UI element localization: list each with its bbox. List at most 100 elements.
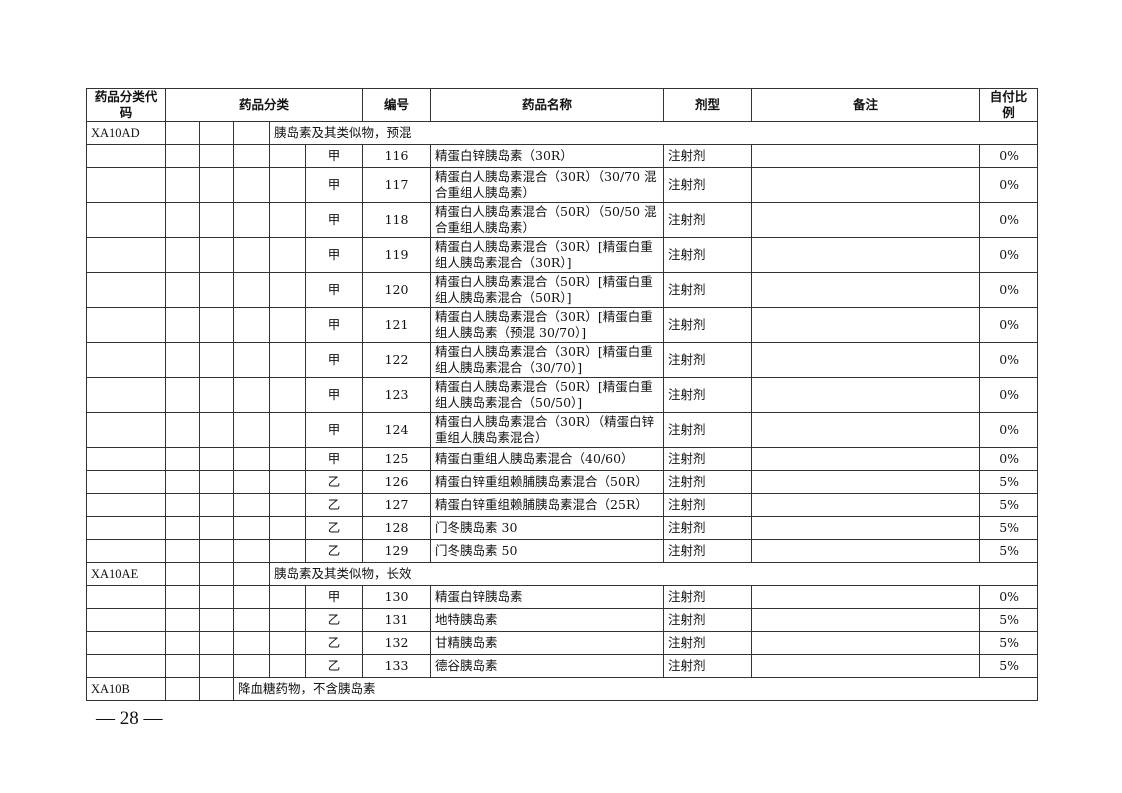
name-cell: 精蛋白人胰岛素混合（30R）[精蛋白重组人胰岛素混合（30R）] xyxy=(430,237,665,273)
empty-cell xyxy=(199,377,234,413)
header-form: 剂型 xyxy=(663,88,753,122)
grade-cell: 甲 xyxy=(304,237,364,273)
empty-cell xyxy=(86,631,166,655)
header-category: 药品分类 xyxy=(164,88,364,122)
note-cell xyxy=(751,516,981,540)
empty-cell xyxy=(199,608,234,632)
empty-cell xyxy=(233,470,270,494)
grade-cell: 乙 xyxy=(304,608,364,632)
empty-cell xyxy=(86,272,166,308)
form-cell: 注射剂 xyxy=(663,608,753,632)
empty-cell xyxy=(86,470,166,494)
empty-cell xyxy=(233,654,270,678)
header-name: 药品名称 xyxy=(430,88,665,122)
grade-cell: 甲 xyxy=(304,447,364,471)
empty-cell xyxy=(199,470,234,494)
note-cell xyxy=(751,654,981,678)
ratio-cell: 0% xyxy=(979,342,1039,378)
empty-cell xyxy=(165,202,200,238)
form-cell: 注射剂 xyxy=(663,585,753,609)
name-cell: 门冬胰岛素 30 xyxy=(430,516,665,540)
form-cell: 注射剂 xyxy=(663,167,753,203)
empty-cell xyxy=(269,631,306,655)
number-cell: 121 xyxy=(362,307,432,343)
empty-cell xyxy=(165,167,200,203)
empty-cell xyxy=(269,654,306,678)
number-cell: 123 xyxy=(362,377,432,413)
empty-cell xyxy=(165,585,200,609)
grade-cell: 甲 xyxy=(304,585,364,609)
empty-cell xyxy=(86,654,166,678)
empty-cell xyxy=(269,167,306,203)
note-cell xyxy=(751,608,981,632)
empty-cell xyxy=(199,493,234,517)
empty-cell xyxy=(233,539,270,563)
grade-cell: 乙 xyxy=(304,654,364,678)
empty-cell xyxy=(233,121,270,145)
empty-cell xyxy=(269,412,306,448)
form-cell: 注射剂 xyxy=(663,631,753,655)
form-cell: 注射剂 xyxy=(663,493,753,517)
number-cell: 132 xyxy=(362,631,432,655)
table-row: 乙 131 地特胰岛素 注射剂 5% xyxy=(86,608,1039,632)
empty-cell xyxy=(86,608,166,632)
empty-cell xyxy=(165,377,200,413)
empty-cell xyxy=(199,144,234,168)
name-cell: 精蛋白人胰岛素混合（30R）[精蛋白重组人胰岛素混合（30/70）] xyxy=(430,342,665,378)
section-row: XA10AD 胰岛素及其类似物，预混 xyxy=(86,121,1039,145)
name-cell: 精蛋白锌重组赖脯胰岛素混合（25R） xyxy=(430,493,665,517)
empty-cell xyxy=(86,202,166,238)
empty-cell xyxy=(199,237,234,273)
empty-cell xyxy=(165,342,200,378)
empty-cell xyxy=(165,121,200,145)
page-number: — 28 — xyxy=(96,708,163,729)
grade-cell: 乙 xyxy=(304,493,364,517)
drug-table: 药品分类代码 药品分类 编号 药品名称 剂型 备注 自付比例 XA10AD 胰岛素… xyxy=(86,88,1039,701)
grade-cell: 乙 xyxy=(304,539,364,563)
empty-cell xyxy=(199,677,234,701)
number-cell: 133 xyxy=(362,654,432,678)
ratio-cell: 5% xyxy=(979,516,1039,540)
empty-cell xyxy=(199,272,234,308)
empty-cell xyxy=(86,539,166,563)
empty-cell xyxy=(165,516,200,540)
empty-cell xyxy=(86,447,166,471)
table-row: 甲 117 精蛋白人胰岛素混合（30R）（30/70 混合重组人胰岛素） 注射剂 0% xyxy=(86,167,1039,203)
empty-cell xyxy=(269,342,306,378)
ratio-cell: 5% xyxy=(979,470,1039,494)
form-cell: 注射剂 xyxy=(663,342,753,378)
ratio-cell: 0% xyxy=(979,307,1039,343)
empty-cell xyxy=(86,237,166,273)
table-row: 甲 130 精蛋白锌胰岛素 注射剂 0% xyxy=(86,585,1039,609)
section-row: XA10AE 胰岛素及其类似物，长效 xyxy=(86,562,1039,586)
ratio-cell: 0% xyxy=(979,237,1039,273)
grade-cell: 甲 xyxy=(304,167,364,203)
empty-cell xyxy=(165,272,200,308)
empty-cell xyxy=(199,631,234,655)
number-cell: 120 xyxy=(362,272,432,308)
form-cell: 注射剂 xyxy=(663,307,753,343)
ratio-cell: 0% xyxy=(979,202,1039,238)
form-cell: 注射剂 xyxy=(663,202,753,238)
section-code: XA10AD xyxy=(86,121,166,145)
empty-cell xyxy=(86,585,166,609)
note-cell xyxy=(751,307,981,343)
section-title: 胰岛素及其类似物，长效 xyxy=(268,562,1039,586)
name-cell: 精蛋白重组人胰岛素混合（40/60） xyxy=(430,447,665,471)
note-cell xyxy=(751,377,981,413)
name-cell: 精蛋白人胰岛素混合（30R）（30/70 混合重组人胰岛素） xyxy=(430,167,665,203)
name-cell: 精蛋白锌胰岛素 xyxy=(430,585,665,609)
empty-cell xyxy=(269,470,306,494)
number-cell: 125 xyxy=(362,447,432,471)
empty-cell xyxy=(269,585,306,609)
empty-cell xyxy=(233,562,270,586)
empty-cell xyxy=(233,307,270,343)
empty-cell xyxy=(233,493,270,517)
empty-cell xyxy=(199,585,234,609)
empty-cell xyxy=(199,121,234,145)
number-cell: 129 xyxy=(362,539,432,563)
empty-cell xyxy=(199,307,234,343)
empty-cell xyxy=(86,167,166,203)
form-cell: 注射剂 xyxy=(663,470,753,494)
empty-cell xyxy=(165,493,200,517)
